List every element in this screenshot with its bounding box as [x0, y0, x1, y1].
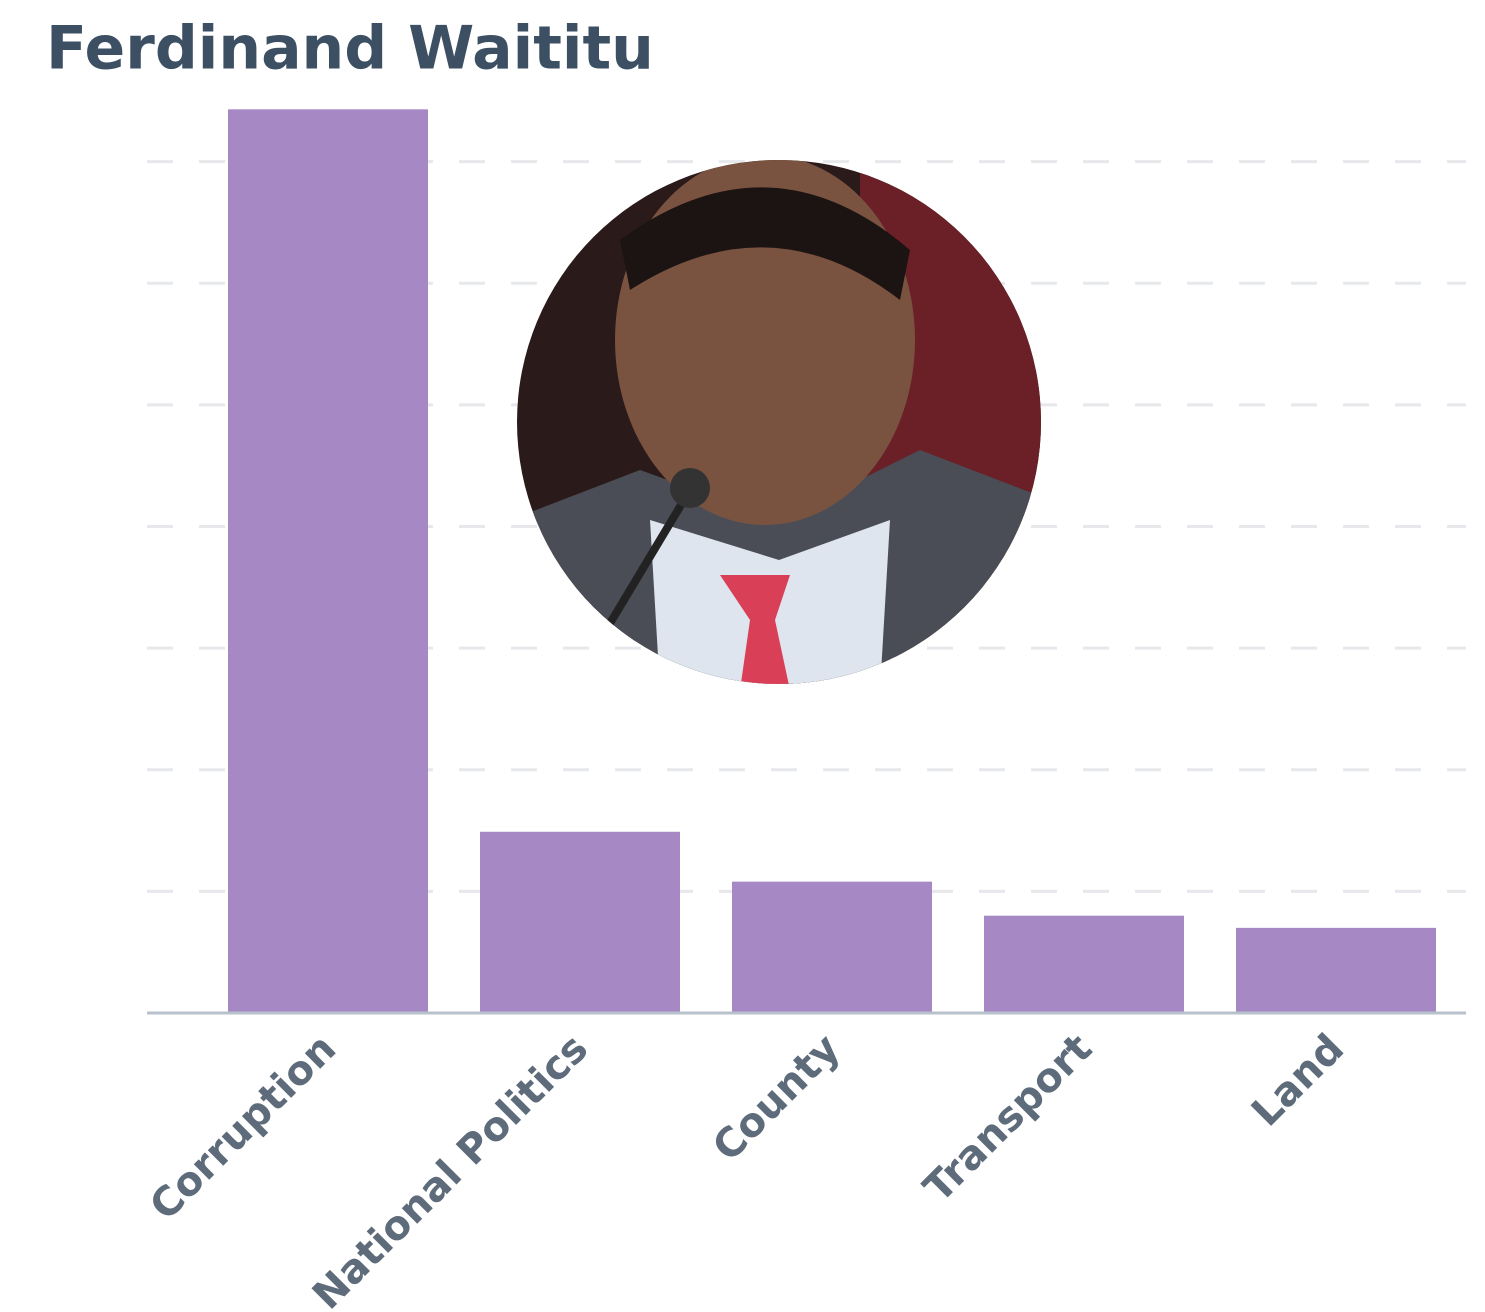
x-tick-label: National Politics — [304, 1026, 597, 1312]
bar — [732, 882, 932, 1013]
x-tick-label: Corruption — [141, 1026, 345, 1230]
page: {"chart_data": {"type": "bar", "title": … — [0, 0, 1485, 1312]
bar — [228, 109, 428, 1013]
photo — [510, 155, 1060, 690]
chart: Ferdinand Waititu CorruptionNational Pol… — [0, 0, 1485, 1312]
bar — [1236, 928, 1436, 1013]
x-tick-label: Transport — [915, 1026, 1101, 1212]
bar — [480, 832, 680, 1013]
bar — [984, 916, 1184, 1013]
chart-title: Ferdinand Waititu — [46, 14, 654, 84]
x-tick-label: Land — [1243, 1026, 1353, 1136]
x-tick-label: County — [704, 1026, 849, 1171]
